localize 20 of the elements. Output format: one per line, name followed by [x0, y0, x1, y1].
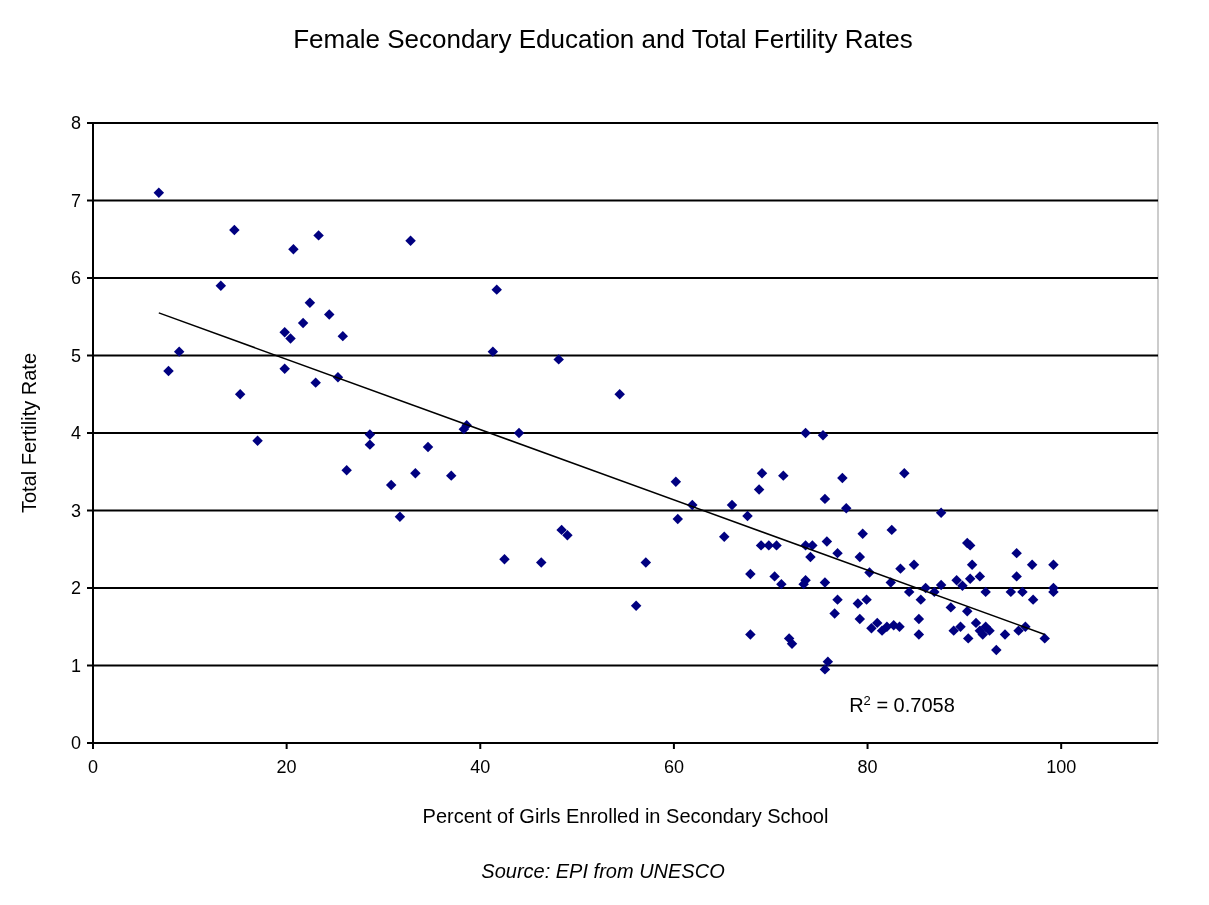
y-axis-title: Total Fertility Rate: [18, 352, 40, 514]
y-tick-label: 1: [70, 655, 81, 676]
x-axis-title: Percent of Girls Enrolled in Secondary School: [422, 805, 829, 827]
annotation: R$^{2}$ = 0.7058: [849, 692, 955, 716]
y-tick-label: 0: [70, 733, 81, 754]
y-tick-label: 3: [70, 500, 81, 521]
source-note: Source: EPI from UNESCO: [481, 860, 725, 882]
y-tick-label: 2: [70, 578, 81, 599]
y-tick-label: 6: [70, 268, 81, 289]
x-tick-label: 100: [1046, 757, 1077, 777]
x-tick-label: 0: [87, 757, 99, 777]
chart-title: Female Secondary Education and Total Fertility Rates: [293, 24, 913, 54]
x-tick-label: 80: [857, 757, 878, 777]
y-tick-label: 7: [70, 190, 81, 211]
y-tick-label: 5: [70, 345, 81, 366]
y-tick-label: 4: [70, 423, 81, 444]
x-tick-label: 20: [276, 757, 297, 777]
x-tick-label: 60: [663, 757, 684, 777]
y-tick-label: 8: [70, 113, 81, 134]
x-tick-label: 40: [470, 757, 491, 777]
